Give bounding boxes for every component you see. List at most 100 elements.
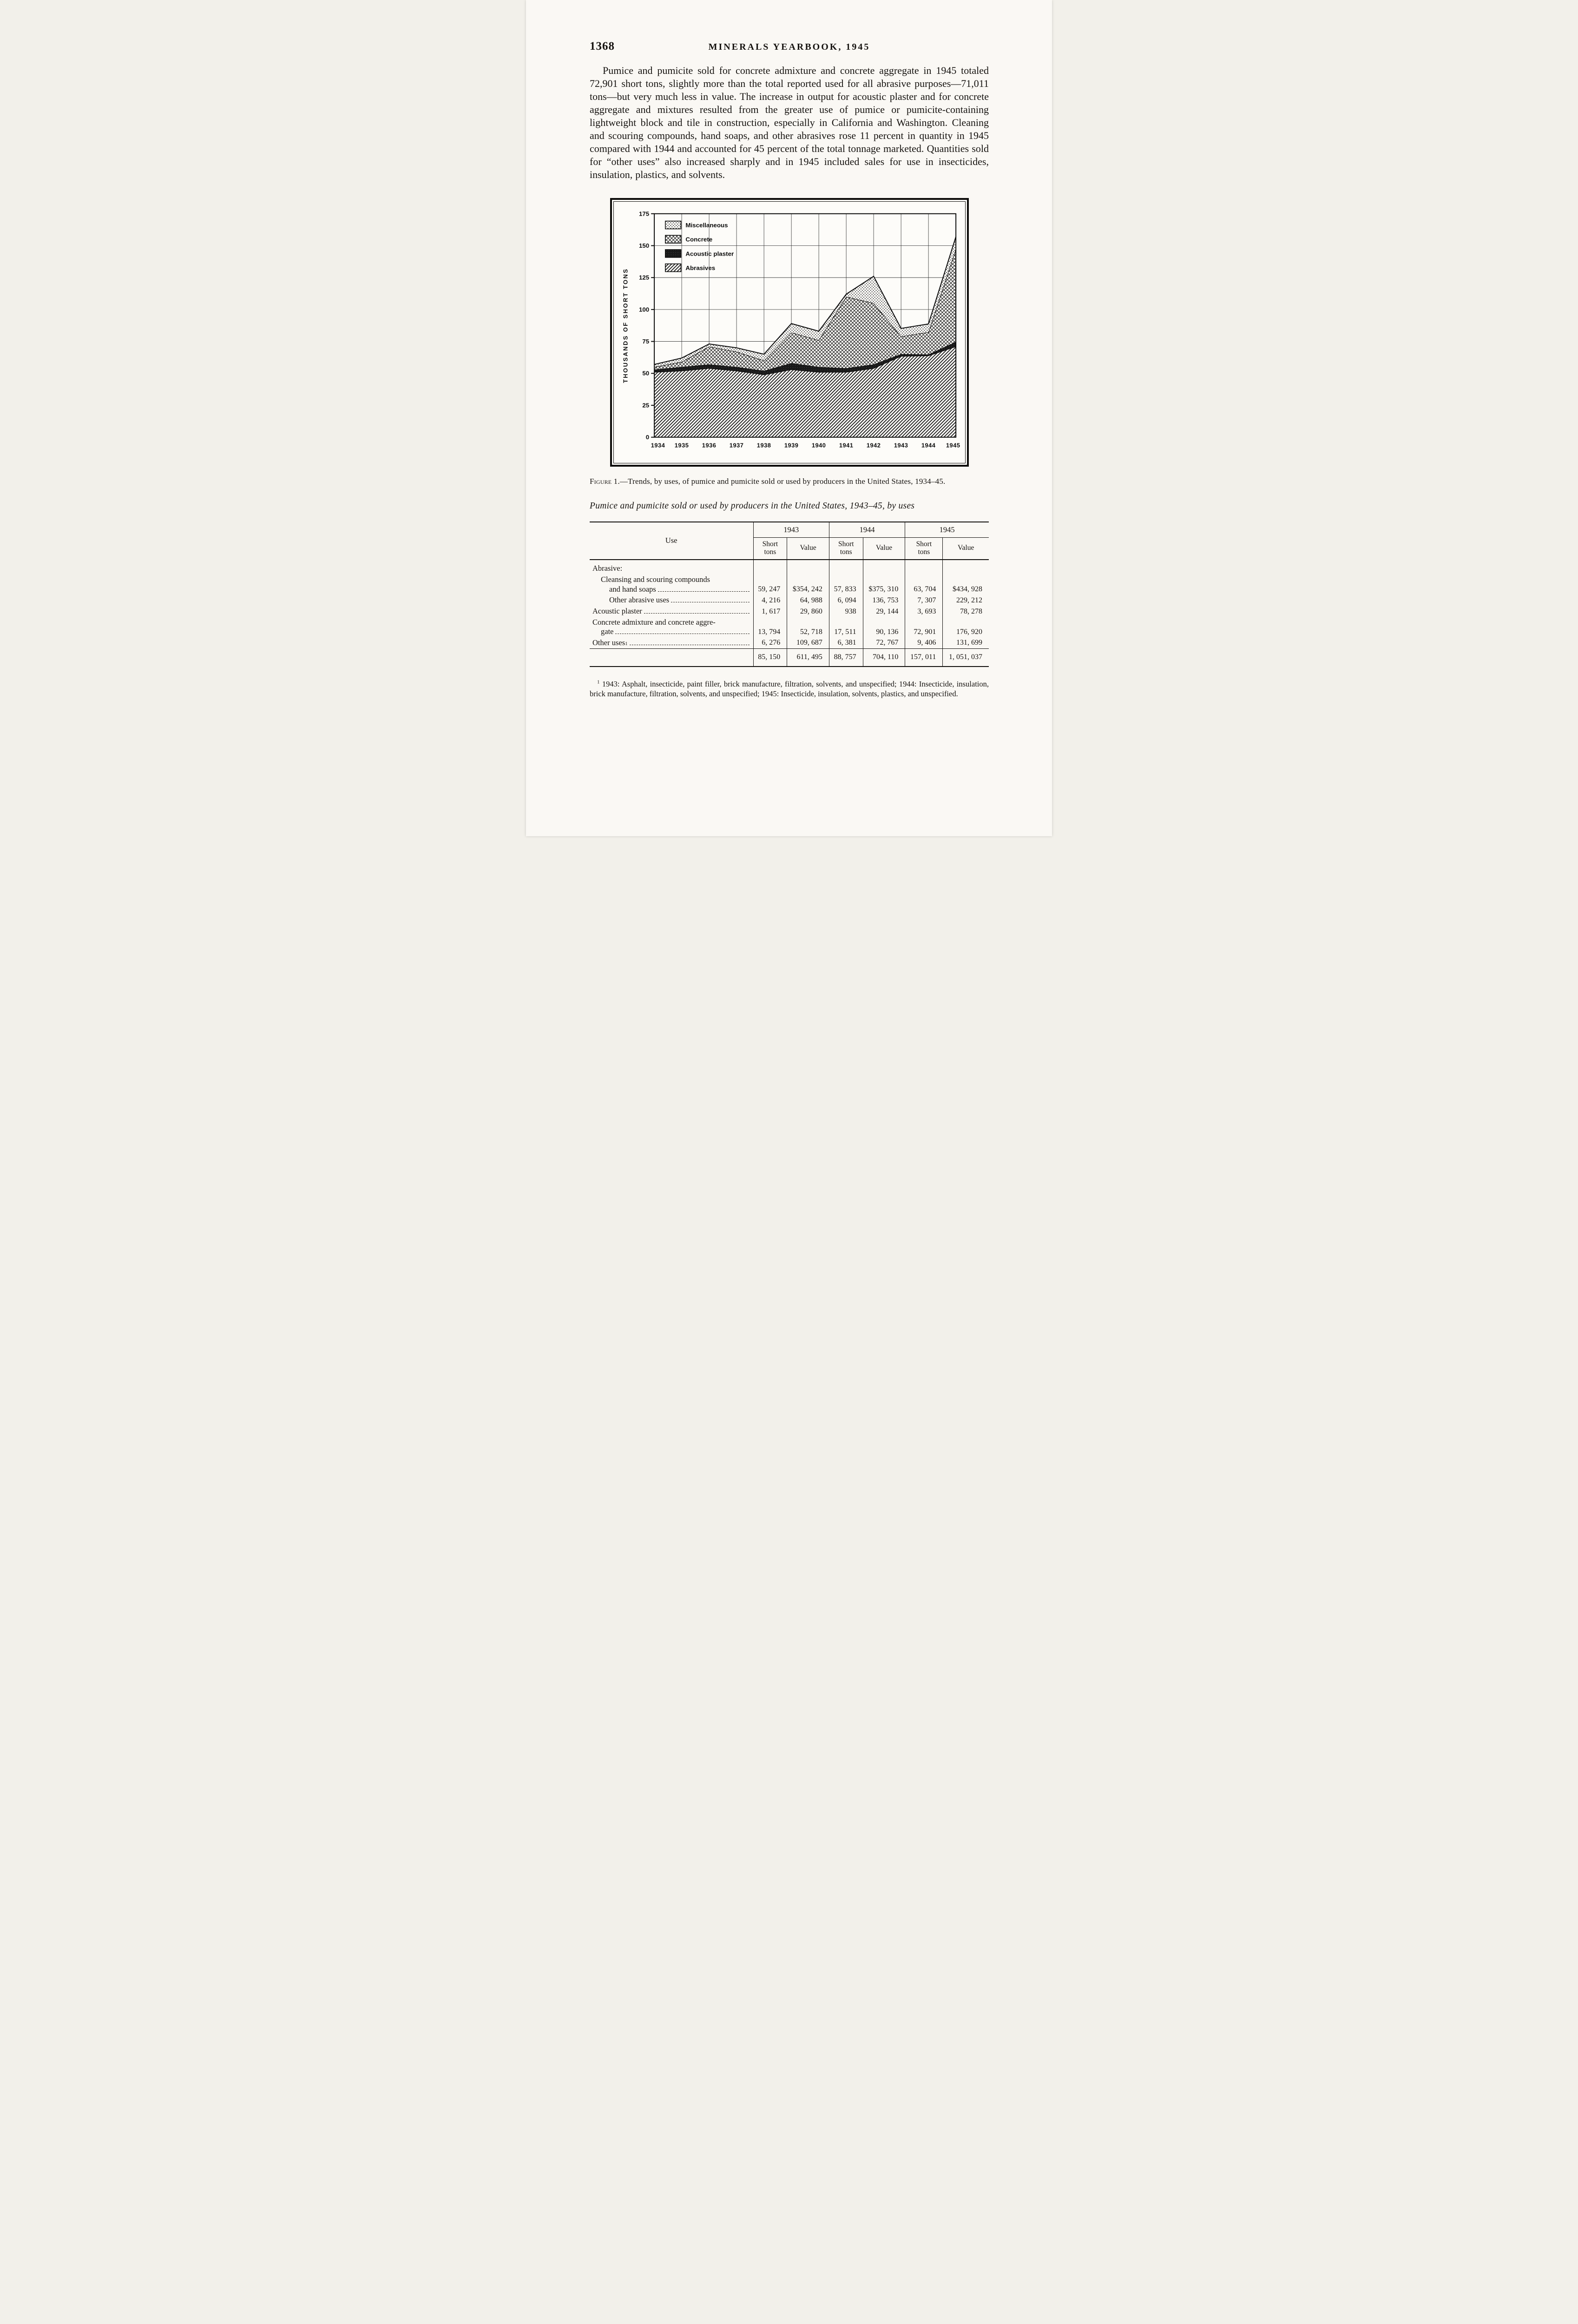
y-tick-label: 175 [638,210,649,217]
y-tick-label: 50 [642,370,649,377]
value-cell: 64, 988 [787,595,829,606]
value-cell: 1, 617 [753,606,787,617]
x-tick-label: 1942 [866,442,881,449]
value-cell: 13, 794 [753,617,787,638]
value-cell: 63, 704 [905,574,943,595]
chart-frame: 0 25 50 75 100 125 150 175 1934 1935 1936 1937 1938 1… [610,198,969,467]
use-label: Cleansing and scouring compounds and hand… [590,574,753,595]
value-cell: 6, 381 [828,637,863,649]
figure-caption-text: —Trends, by uses, of pumice and pumicite… [619,477,946,486]
page-number: 1368 [590,40,615,53]
x-tick-label: 1939 [784,442,798,449]
table-row: Other uses 1 6, 276 109, 687 6, 381 72, 767 9,… [590,637,989,649]
body-paragraph: Pumice and pumicite sold for concrete ad… [590,65,989,180]
table-row: Abrasive: [590,560,989,575]
value-cell: 938 [828,606,863,617]
use-label: Other abrasive uses [590,595,753,606]
value-cell: 29, 860 [787,606,829,617]
legend-swatch-dots [664,220,681,230]
table-footnote: 1 1943: Asphalt, insecticide, paint fill… [590,679,989,699]
use-label: Acoustic plaster [590,606,753,617]
x-tick-label: 1934 [651,442,665,449]
y-axis-label: THOUSANDS OF SHORT TONS [622,268,629,383]
figure-caption-label: Figure 1. [590,477,620,486]
value-cell: 57, 833 [828,574,863,595]
legend-swatch-cross [664,235,681,244]
total-value-cell: 1, 051, 037 [942,648,989,667]
y-tick-label: 150 [638,242,649,249]
value-cell [828,560,863,575]
x-tick-label: 1938 [756,442,771,449]
footnote-marker: 1 [597,679,600,685]
total-value-cell: 704, 110 [862,648,905,667]
scanned-book-page: 1368 MINERALS YEARBOOK, 1945 Pumice and … [526,0,1052,836]
table-row: Acoustic plaster 1, 617 29, 860 938 29, 144 3… [590,606,989,617]
table-body: Abrasive: Cleansing and scouring compound… [590,560,989,667]
value-cell: 6, 094 [828,595,863,606]
use-label: Other uses 1 [590,638,753,649]
value-cell: 109, 687 [787,637,829,649]
value-cell: 229, 212 [942,595,989,606]
value-cell: $375, 310 [862,574,905,595]
total-row: 85, 150 611, 495 88, 757 704, 110 157, 011 1,… [590,648,989,667]
table-row: Concrete admixture and concrete aggre-ga… [590,617,989,638]
use-label: Abrasive: [592,564,623,573]
value-cell [862,560,905,575]
value-cell [787,560,829,575]
figure-1: 0 25 50 75 100 125 150 175 1934 1935 1936 1937 1938 1… [590,198,989,486]
running-head: 1368 MINERALS YEARBOOK, 1945 [590,40,989,55]
y-tick-label: 125 [638,274,649,281]
value-cell: 136, 753 [862,595,905,606]
table-row: Other abrasive uses 4, 216 64, 988 6, 094 13… [590,595,989,606]
figure-caption: Figure 1.—Trends, by uses, of pumice and… [590,477,989,486]
value-cell: $354, 242 [787,574,829,595]
table-row: Cleansing and scouring compounds and hand… [590,574,989,595]
area-hatch [654,346,956,437]
value-cell: 176, 920 [942,617,989,638]
y-tick-label: 100 [638,306,649,313]
value-cell: 3, 693 [905,606,943,617]
table-title: Pumice and pumicite sold or used by prod… [590,501,915,511]
total-value-cell: 88, 757 [828,648,863,667]
x-tick-label: 1945 [946,442,960,449]
legend-label: Miscellaneous [685,222,728,229]
y-tick-label: 75 [642,338,649,345]
value-cell: $434, 928 [942,574,989,595]
footnote-text: 1943: Asphalt, insecticide, paint filler… [590,680,989,699]
legend-label: Concrete [685,236,712,243]
legend-swatch-solid [664,249,681,258]
value-cell: 59, 247 [753,574,787,595]
subheader-row: Short tons Value Short tons Value Short … [590,537,989,561]
chart-plot: 0 25 50 75 100 125 150 175 1934 1935 1936 1937 1938 1… [622,210,960,449]
plot-border [653,213,956,438]
running-title: MINERALS YEARBOOK, 1945 [708,42,870,52]
value-cell: 17, 511 [828,617,863,638]
x-tick-label: 1940 [811,442,826,449]
legend-label: Acoustic plaster [685,250,734,257]
chart-inner-frame: 0 25 50 75 100 125 150 175 1934 1935 1936 1937 1938 1… [613,201,966,464]
value-cell: 4, 216 [753,595,787,606]
year-header-1945: 1945 [905,522,989,538]
value-cell: 52, 718 [787,617,829,638]
total-value-cell: 85, 150 [753,648,787,667]
y-tick-label: 25 [642,402,649,409]
value-cell [905,560,943,575]
pumice-uses-table: Use 1943 1944 1945 Short tons Value Shor… [590,522,989,667]
value-cell: 6, 276 [753,637,787,649]
short-tons-header-1945: Short tons [905,537,943,561]
short-tons-header-1944: Short tons [828,537,863,561]
value-header-1945: Value [942,537,989,561]
value-cell: 9, 406 [905,637,943,649]
chart-legend: Miscellaneous Concrete Acoustic plaster Abr… [664,220,734,272]
value-cell: 131, 699 [942,637,989,649]
value-cell [753,560,787,575]
use-column-header: Use [590,522,753,561]
total-value-cell: 611, 495 [787,648,829,667]
value-cell: 7, 307 [905,595,943,606]
value-cell: 72, 901 [905,617,943,638]
pumice-trends-stacked-area-chart: 0 25 50 75 100 125 150 175 1934 1935 1936 1937 1938 1… [622,210,960,449]
x-tick-label: 1936 [702,442,716,449]
value-cell: 90, 136 [862,617,905,638]
x-tick-label: 1941 [839,442,853,449]
value-cell: 72, 767 [862,637,905,649]
